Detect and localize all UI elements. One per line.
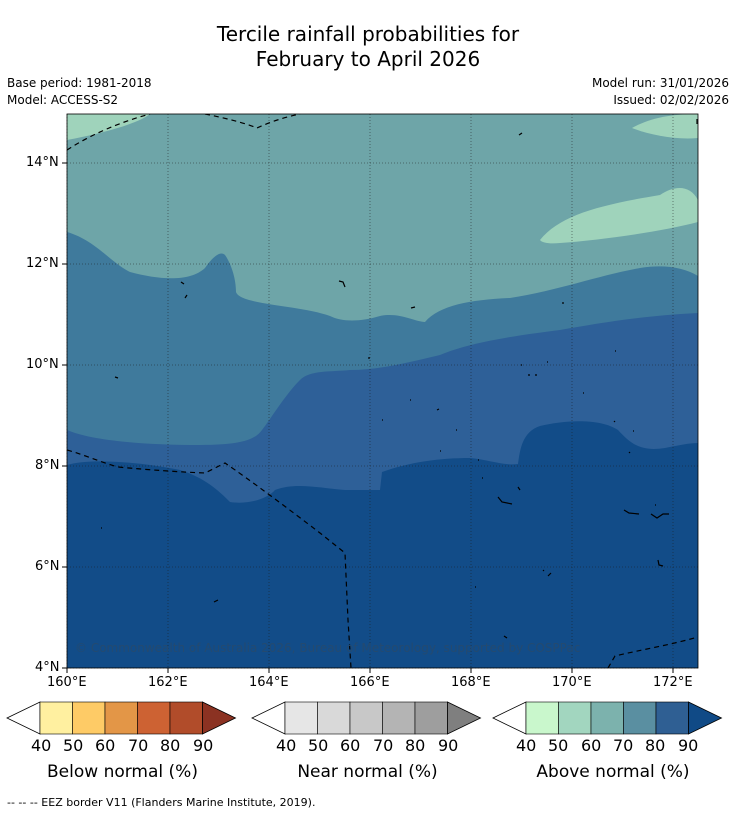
lon-label-164e: 164°E xyxy=(249,675,289,690)
colorbar-extension-high xyxy=(688,701,723,735)
legend-near-tick: 90 xyxy=(438,736,459,755)
meta-right: Model run: 31/01/2026 Issued: 02/02/2026 xyxy=(592,75,729,109)
colorbar-segment xyxy=(72,701,106,735)
lat-label-10n: 10°N xyxy=(26,357,59,372)
colorbar-segment xyxy=(284,701,318,735)
lat-label-12n: 12°N xyxy=(26,256,59,271)
band-above-50-east xyxy=(540,188,698,244)
eez-border-northwest xyxy=(67,114,151,151)
legend-near-tick: 80 xyxy=(405,736,426,755)
chart-title: Tercile rainfall probabilities for Febru… xyxy=(0,22,736,72)
legend-below-colorbar xyxy=(6,701,237,735)
colorbar-segment xyxy=(525,701,559,735)
legend-above-tick: 70 xyxy=(613,736,634,755)
legend-above-tick: 50 xyxy=(548,736,569,755)
colorbar-extension-low xyxy=(251,701,286,735)
colorbar-segment xyxy=(104,701,138,735)
legend-above-tick: 40 xyxy=(516,736,537,755)
lon-label-166e: 166°E xyxy=(350,675,390,690)
issued-date: Issued: 02/02/2026 xyxy=(613,93,729,107)
lat-label-8n: 8°N xyxy=(35,458,60,473)
eez-borders xyxy=(67,114,698,668)
legend-near-tick: 50 xyxy=(308,736,329,755)
lon-label-162e: 162°E xyxy=(148,675,188,690)
colorbar-segment xyxy=(590,701,624,735)
model-run: Model run: 31/01/2026 xyxy=(591,76,729,90)
lon-label-160e: 160°E xyxy=(47,675,87,690)
legend-near-label: Near normal (%) xyxy=(297,762,438,782)
axis-ticks xyxy=(62,162,674,673)
legend-below-tick: 40 xyxy=(31,736,52,755)
legend-below-tick: 90 xyxy=(193,736,214,755)
legend-above-tick: 80 xyxy=(645,736,666,755)
legend-below-label: Below normal (%) xyxy=(47,762,198,782)
eez-border-north xyxy=(204,114,301,129)
band-above-90 xyxy=(67,421,698,668)
colorbar-segment xyxy=(39,701,73,735)
title-line-2: February to April 2026 xyxy=(255,47,481,71)
legend-above-tick: 60 xyxy=(581,736,602,755)
lon-label-170e: 170°E xyxy=(552,675,592,690)
legend-above-colorbar xyxy=(492,701,723,735)
lat-label-14n: 14°N xyxy=(26,155,59,170)
colorbar-extension-high xyxy=(447,701,482,735)
colorbar-segment xyxy=(558,701,592,735)
eez-border-west xyxy=(67,449,352,668)
colorbar-segment xyxy=(137,701,171,735)
legend-above-label: Above normal (%) xyxy=(536,762,690,782)
lon-label-172e: 172°E xyxy=(653,675,693,690)
colorbar-segment xyxy=(317,701,351,735)
legend-below-tick: 50 xyxy=(63,736,84,755)
colorbar-extension-low xyxy=(6,701,41,735)
model-name: Model: ACCESS-S2 xyxy=(7,93,119,107)
colorbar-extension-low xyxy=(492,701,527,735)
colorbar-segment xyxy=(169,701,203,735)
band-above-50-northwest xyxy=(67,114,150,140)
legend-below-tick: 70 xyxy=(128,736,149,755)
colorbar-segment xyxy=(382,701,416,735)
colorbar-segment xyxy=(349,701,383,735)
title-line-1: Tercile rainfall probabilities for xyxy=(216,22,520,46)
legend-near-tick: 60 xyxy=(340,736,361,755)
legend-near-tick: 70 xyxy=(373,736,394,755)
colorbar-extension-high xyxy=(202,701,237,735)
islands xyxy=(101,119,698,639)
contour-layer xyxy=(67,114,698,668)
copyright-text: © Commonwealth of Australia 2026, Bureau… xyxy=(75,641,581,655)
colorbar-segment xyxy=(623,701,657,735)
legend-near-tick: 40 xyxy=(276,736,297,755)
colorbar-segment xyxy=(414,701,448,735)
base-period: Base period: 1981-2018 xyxy=(7,76,152,90)
legend-below-tick: 60 xyxy=(95,736,116,755)
lat-label-4n: 4°N xyxy=(35,660,60,675)
legend-above-tick: 90 xyxy=(678,736,699,755)
meta-left: Base period: 1981-2018 Model: ACCESS-S2 xyxy=(7,75,152,109)
lat-label-6n: 6°N xyxy=(35,559,60,574)
band-above-50-northeast xyxy=(632,114,698,139)
eez-footnote: -- -- -- EEZ border V11 (Flanders Marine… xyxy=(7,796,316,809)
legend-near-colorbar xyxy=(251,701,482,735)
map-frame xyxy=(66,113,699,669)
lon-label-168e: 168°E xyxy=(451,675,491,690)
colorbar-segment xyxy=(655,701,689,735)
legend-below-tick: 80 xyxy=(160,736,181,755)
